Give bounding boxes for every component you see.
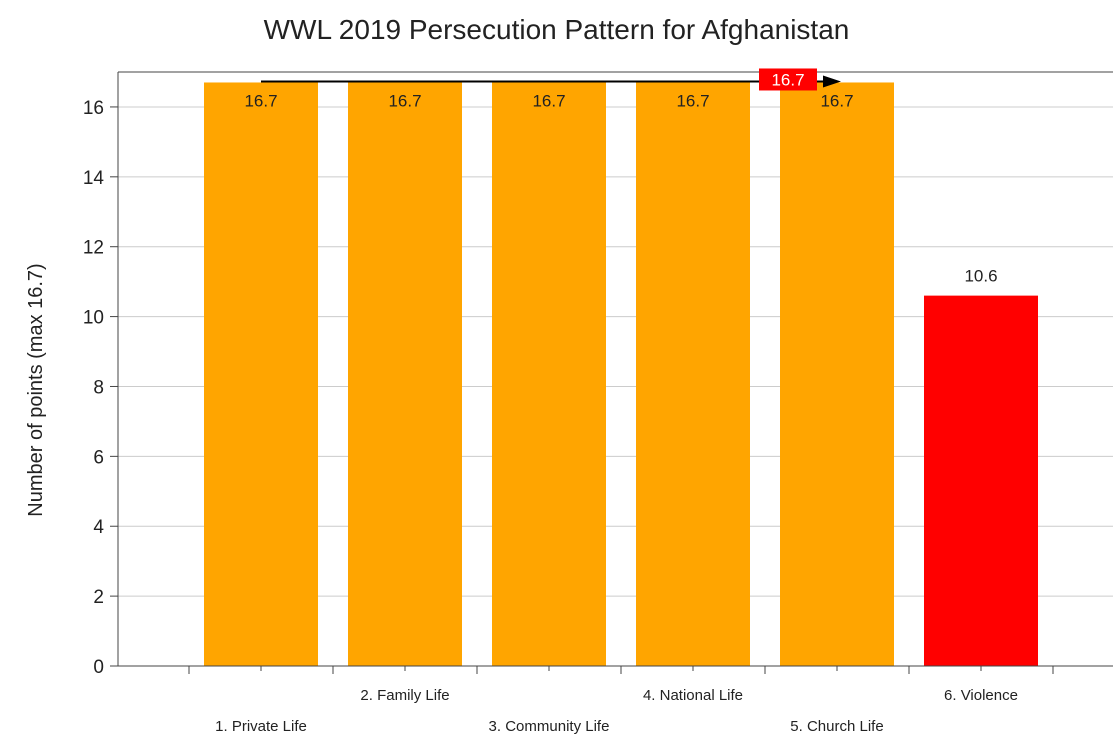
labels: 0 2 4 6 8 10 12 14 16 1. Private Life 2. Family Li… [83, 68, 1018, 735]
y-tick-label: 4 [93, 517, 104, 538]
y-tick-label: 2 [93, 587, 104, 608]
average-label: 16.7 [771, 70, 804, 89]
x-category-label: 3. Community Life [489, 718, 610, 735]
bar-value-label: 16.7 [820, 91, 853, 110]
bar-4 [636, 82, 750, 666]
chart-title: WWL 2019 Persecution Pattern for Afghani… [263, 14, 850, 45]
y-axis-label: Number of points (max 16.7) [25, 263, 47, 516]
bars [204, 82, 1038, 666]
bar-3 [492, 82, 606, 666]
bar-value-label: 16.7 [388, 91, 421, 110]
x-category-label: 5. Church Life [790, 718, 883, 735]
bar-1 [204, 82, 318, 666]
y-tick-label: 14 [83, 168, 105, 189]
bar-6 [924, 295, 1038, 666]
x-category-label: 4. National Life [643, 687, 743, 704]
bar-value-label: 16.7 [532, 91, 565, 110]
average-label-box [759, 68, 817, 91]
x-category-label: 2. Family Life [360, 687, 449, 704]
bar-2 [348, 82, 462, 666]
bar-value-label: 16.7 [244, 91, 277, 110]
bar-5 [780, 82, 894, 666]
bar-value-label: 16.7 [676, 91, 709, 110]
y-tick-label: 12 [83, 238, 104, 259]
y-tick-label: 8 [93, 377, 104, 398]
y-tick-label: 16 [83, 98, 104, 119]
bar-value-label: 10.6 [964, 267, 997, 286]
average-arrowhead [823, 75, 841, 88]
y-tick-label: 6 [93, 447, 104, 468]
y-tick-label: 10 [83, 308, 104, 329]
x-category-label: 6. Violence [944, 687, 1018, 704]
y-tick-label: 0 [93, 657, 104, 678]
axes [110, 71, 1113, 674]
x-category-label: 1. Private Life [215, 718, 307, 735]
